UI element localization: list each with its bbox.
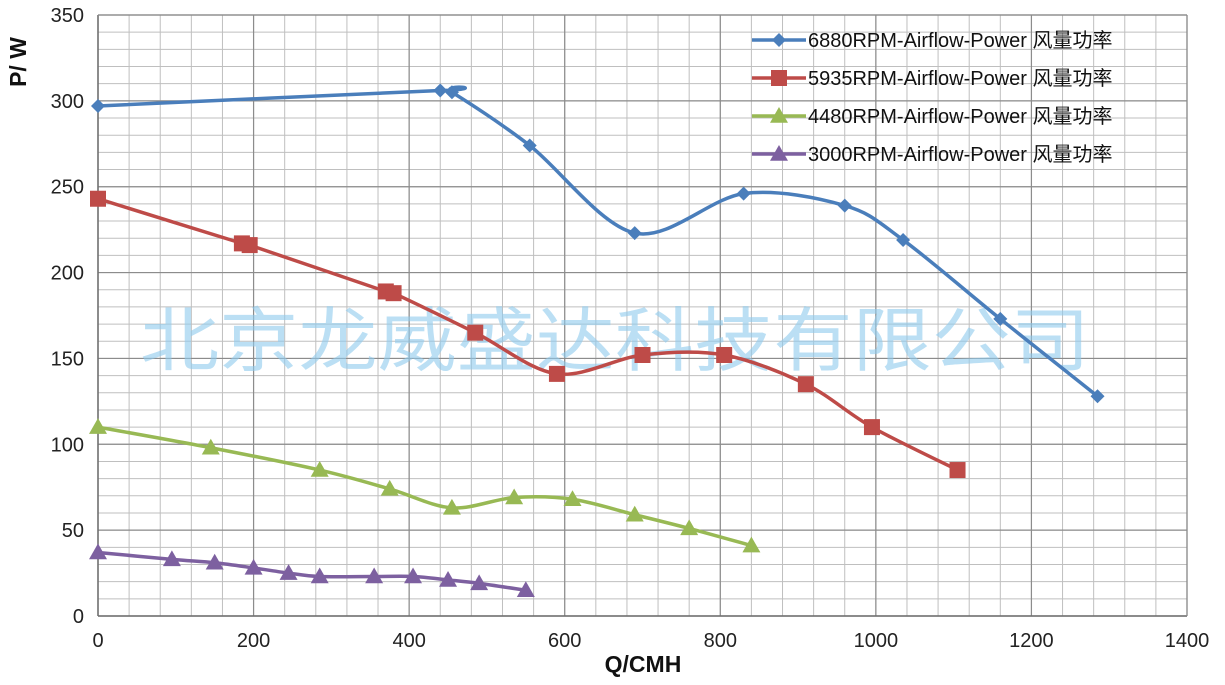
data-point [627, 226, 642, 241]
data-point [439, 570, 458, 587]
data-point [993, 311, 1008, 326]
data-point [736, 186, 751, 201]
x-tick-label: 0 [92, 630, 103, 652]
data-point [680, 519, 699, 536]
data-point [1090, 389, 1105, 404]
data-point [863, 419, 880, 436]
legend-marker [770, 145, 788, 161]
series-1 [90, 190, 966, 479]
data-point [797, 376, 814, 393]
x-tick-label: 200 [237, 630, 270, 652]
data-point [505, 488, 524, 505]
data-point [742, 536, 761, 553]
x-tick-label: 800 [704, 630, 737, 652]
data-point [625, 505, 644, 522]
legend-entry-0: 6880RPM-Airflow-Power 风量功率 [752, 29, 1113, 52]
data-point [91, 99, 105, 114]
data-point [433, 83, 448, 98]
data-point [516, 581, 535, 597]
data-point [467, 324, 484, 341]
y-tick-label: 300 [51, 91, 84, 113]
data-point [444, 85, 459, 100]
data-point [522, 138, 537, 153]
y-tick-label: 250 [51, 177, 84, 199]
y-tick-label: 350 [51, 5, 84, 27]
series-plot [89, 83, 1105, 597]
x-axis-title: Q/CMH [605, 651, 682, 677]
watermark: 北京龙威盛达科技有限公司 [140, 300, 1090, 382]
legend: 6880RPM-Airflow-Power 风量功率 5935RPM-Airflo… [752, 29, 1113, 166]
series-2 [89, 418, 761, 553]
x-tick-label: 1000 [854, 630, 899, 652]
data-point [404, 567, 423, 584]
legend-entry-2: 4480RPM-Airflow-Power 风量功率 [752, 105, 1113, 128]
data-point [89, 418, 107, 434]
data-point [201, 438, 220, 455]
series-3 [89, 543, 535, 597]
data-point [634, 346, 651, 363]
y-tick-label: 200 [51, 263, 84, 285]
data-point [442, 498, 461, 515]
legend-label: 4480RPM-Airflow-Power 风量功率 [808, 105, 1113, 128]
legend-entry-1: 5935RPM-Airflow-Power 风量功率 [752, 67, 1113, 90]
axes [97, 14, 1188, 617]
legend-marker [770, 107, 788, 123]
data-point [548, 365, 565, 382]
series-line [96, 425, 754, 548]
y-tick-label: 100 [51, 434, 84, 456]
x-tick-label: 600 [548, 630, 581, 652]
data-point [89, 543, 107, 560]
x-tick-label: 1200 [1009, 630, 1054, 652]
y-tick-label: 150 [51, 348, 84, 370]
legend-entry-3: 3000RPM-Airflow-Power 风量功率 [752, 143, 1113, 166]
y-tick-label: 50 [62, 520, 84, 542]
data-point [90, 190, 106, 207]
legend-label: 6880RPM-Airflow-Power 风量功率 [808, 29, 1113, 52]
data-point [279, 564, 298, 580]
x-tick-label: 1400 [1165, 630, 1210, 652]
data-point [470, 574, 489, 591]
data-point [385, 285, 402, 302]
watermark-text: 北京龙威盛达科技有限公司 [140, 300, 1090, 382]
data-point [896, 232, 911, 247]
legend-label: 3000RPM-Airflow-Power 风量功率 [808, 143, 1113, 166]
tick-labels: 0 200 400 600 800 1000 1200 1400 0 50 100 150 200 250… [51, 5, 1210, 652]
legend-marker [772, 33, 786, 47]
data-point [310, 461, 329, 477]
data-point [241, 237, 258, 254]
data-point [563, 490, 582, 506]
data-point [162, 550, 181, 567]
data-point [365, 567, 384, 584]
x-tick-label: 400 [392, 630, 425, 652]
data-point [837, 198, 852, 213]
data-point [244, 558, 263, 575]
data-point [205, 553, 224, 570]
legend-label: 5935RPM-Airflow-Power 风量功率 [808, 67, 1113, 90]
y-tick-label: 0 [73, 606, 84, 628]
data-point [380, 479, 399, 496]
data-point [716, 346, 733, 363]
data-point [310, 567, 329, 584]
y-axis-title: P/ W [5, 37, 31, 87]
series-0 [91, 83, 1105, 404]
data-point [949, 462, 966, 479]
series-line [96, 550, 528, 592]
legend-marker [771, 70, 787, 86]
